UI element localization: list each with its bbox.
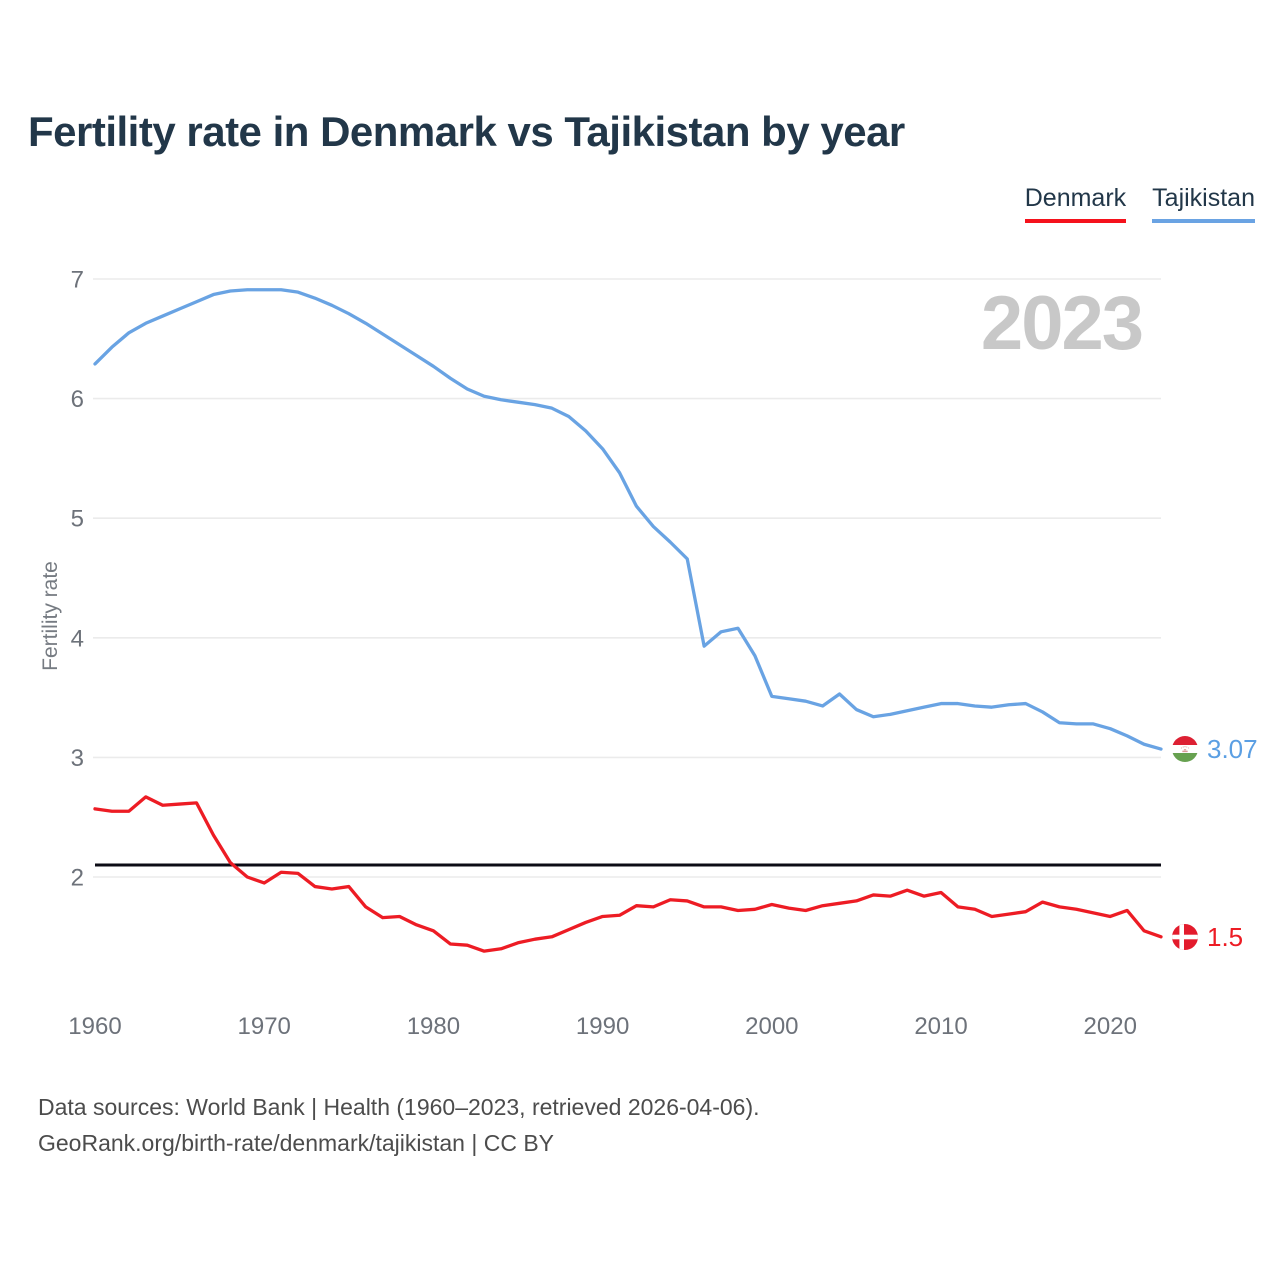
watermark-year: 2023 (980, 281, 1144, 366)
x-axis-tick-label: 2010 (914, 1013, 967, 1040)
tajikistan-end-marker: 3.07 (1172, 733, 1258, 764)
denmark-line (93, 795, 1163, 953)
x-axis-tick-label: 2020 (1084, 1013, 1137, 1040)
x-axis-tick-label: 1990 (576, 1013, 629, 1040)
y-axis-tick-label: 2 (71, 865, 84, 892)
page-title: Fertility rate in Denmark vs Tajikistan … (28, 108, 905, 155)
x-axis-tick-label: 1970 (238, 1013, 291, 1040)
tajikistan-flag-icon (1172, 736, 1198, 762)
y-axis-tick-label: 3 (71, 745, 84, 772)
denmark-end-value: 1.5 (1207, 921, 1244, 952)
legend-item-tajikistan[interactable]: Tajikistan (1152, 184, 1255, 223)
footer: Data sources: World Bank | Health (1960–… (38, 1089, 760, 1161)
denmark-end-marker: 1.5 (1172, 921, 1244, 952)
y-axis-tick-label: 4 (71, 625, 84, 652)
footer-sources-line: Data sources: World Bank | Health (1960–… (38, 1094, 760, 1120)
y-axis-tick-label: 6 (71, 386, 84, 413)
x-axis-tick-label: 1960 (68, 1013, 121, 1040)
denmark-flag-icon (1172, 924, 1198, 950)
y-axis-tick-label: 7 (71, 267, 84, 294)
footer-attribution-line: GeoRank.org/birth-rate/denmark/tajikista… (38, 1130, 555, 1156)
y-axis-title: Fertility rate (39, 561, 62, 671)
legend: Denmark Tajikistan (1024, 184, 1255, 223)
x-axis-tick-label: 2000 (745, 1013, 798, 1040)
x-axis-tick-label: 1980 (407, 1013, 460, 1040)
tajikistan-line (93, 288, 1163, 751)
tajikistan-end-value: 3.07 (1207, 733, 1258, 764)
y-axis-tick-label: 5 (71, 506, 84, 533)
legend-item-denmark[interactable]: Denmark (1024, 184, 1127, 223)
